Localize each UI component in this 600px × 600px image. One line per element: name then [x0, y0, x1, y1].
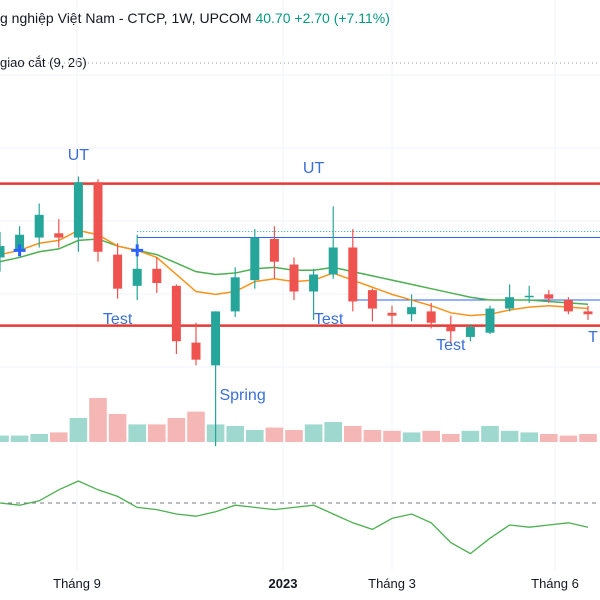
candle-body	[0, 246, 5, 258]
volume-bar	[442, 434, 460, 442]
candle-body	[367, 290, 377, 309]
volume-bar	[481, 426, 499, 442]
volume-bar	[69, 418, 88, 442]
volume-bar	[559, 435, 578, 442]
volume-bar	[324, 422, 342, 442]
volume-bar	[10, 435, 29, 442]
candle-body	[211, 311, 221, 366]
volume-bar	[383, 430, 401, 442]
volume-bar	[500, 430, 519, 442]
oscillator-pane	[0, 480, 600, 555]
candle-body	[54, 233, 64, 238]
candle-body	[426, 311, 436, 323]
candle-body	[407, 307, 417, 315]
candle-body	[583, 311, 593, 315]
volume-series	[0, 398, 597, 442]
oscillator-line	[0, 480, 589, 555]
candle-body	[563, 300, 573, 312]
volume-bar	[167, 418, 186, 442]
candle-body	[485, 308, 495, 333]
volume-bar	[363, 430, 382, 442]
candle-body	[446, 327, 456, 332]
candle-body	[34, 214, 44, 238]
candle-body	[289, 264, 299, 292]
candle-body	[524, 295, 534, 298]
volume-bar	[265, 427, 284, 442]
annotation-ut-label: UT	[68, 147, 90, 164]
volume-bar	[0, 435, 9, 442]
last-price: 40.70	[255, 10, 291, 26]
candle-series	[0, 176, 593, 447]
annotation-spring-label: Spring	[219, 387, 265, 404]
candle-body	[328, 247, 338, 275]
candle-body	[132, 268, 142, 286]
volume-bar	[285, 430, 303, 442]
annotation-test-label: Test	[314, 311, 344, 328]
volume-bar	[148, 424, 166, 442]
symbol-title: g nghiệp Việt Nam - CTCP, 1W, UPCOM	[0, 10, 252, 26]
annotation-ut-label: UT	[303, 160, 325, 177]
wyckoff-annotations: UT UT Test Test Test Spring T	[68, 147, 598, 404]
annotation-test-label: Test	[103, 311, 133, 328]
candle-body	[387, 312, 397, 316]
x-tick-label: Tháng 9	[53, 576, 101, 591]
annotation-test-label: Test	[436, 337, 466, 354]
indicator-legend: giao cắt (9, 26)	[0, 55, 87, 70]
candle-body	[348, 247, 358, 302]
candle-body	[505, 297, 515, 309]
candle-body	[73, 182, 83, 238]
grid-lines	[0, 0, 600, 570]
candle-body	[113, 254, 123, 289]
candle-body	[544, 294, 554, 299]
candle-body	[152, 268, 162, 283]
candle-body	[171, 285, 181, 342]
volume-bar	[461, 430, 480, 442]
volume-bar	[344, 426, 362, 442]
candle-body	[230, 277, 240, 312]
volume-bar	[246, 430, 264, 442]
volume-bar	[30, 434, 48, 442]
candle-body	[15, 234, 25, 251]
candle-body	[250, 237, 260, 281]
volume-bar	[520, 432, 538, 442]
candle-body	[309, 274, 319, 292]
candle-body	[269, 238, 279, 262]
volume-bar	[540, 434, 558, 442]
price-change: +2.70 (+7.11%)	[294, 10, 390, 26]
volume-bar	[402, 432, 421, 442]
x-tick-label: Tháng 6	[531, 576, 579, 591]
volume-bar	[50, 432, 68, 442]
x-tick-label: Tháng 3	[368, 576, 416, 591]
x-tick-label: 2023	[269, 576, 298, 591]
cross-signal-marker	[131, 244, 144, 257]
volume-bar	[187, 411, 205, 442]
volume-bar	[579, 434, 597, 442]
volume-bar	[128, 424, 146, 442]
volume-bar	[89, 398, 107, 442]
volume-bar	[108, 414, 127, 442]
indicator-name: giao cắt (9, 26)	[0, 55, 87, 70]
x-axis: Tháng 9 2023 Tháng 3 Tháng 6	[53, 576, 579, 591]
candle-body	[191, 342, 201, 360]
volume-bar	[304, 424, 323, 442]
chart-header: g nghiệp Việt Nam - CTCP, 1W, UPCOM 40.7…	[0, 10, 390, 26]
volume-bar	[422, 430, 440, 442]
candle-body	[93, 182, 103, 252]
cross-signal-marker	[13, 244, 26, 257]
annotation-t-label: T	[588, 329, 598, 346]
candle-body	[465, 327, 475, 337]
volume-bar	[226, 426, 244, 442]
